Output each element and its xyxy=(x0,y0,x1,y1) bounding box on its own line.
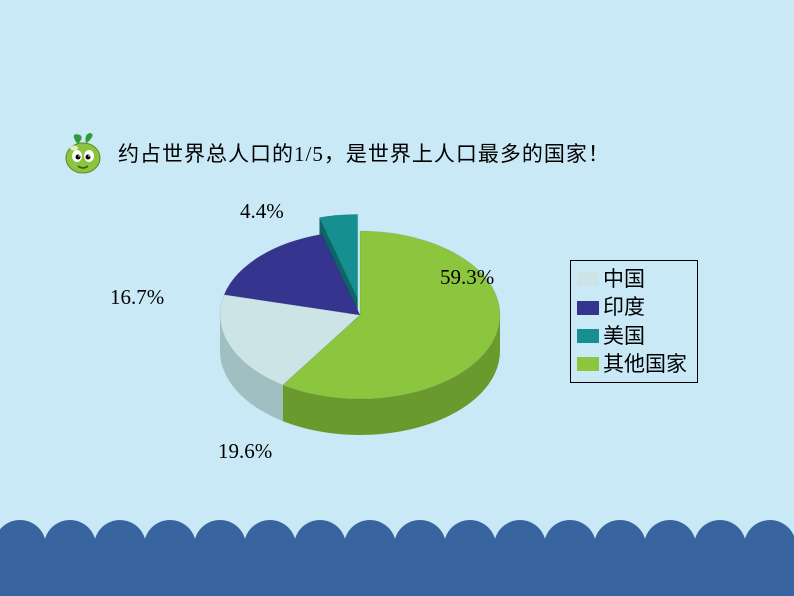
wave-scallop xyxy=(394,520,446,546)
wave-scallop xyxy=(494,520,546,546)
pie-label: 19.6% xyxy=(218,439,272,464)
legend-item: 中国 xyxy=(577,265,687,293)
wave-scallop xyxy=(0,520,46,546)
wave-scallop xyxy=(694,520,746,546)
wave-scallop xyxy=(144,520,196,546)
wave-decoration xyxy=(0,498,794,596)
wave-scallop xyxy=(294,520,346,546)
legend-label: 中国 xyxy=(603,265,645,293)
wave-scallop xyxy=(594,520,646,546)
wave-scallop xyxy=(544,520,596,546)
legend-item: 美国 xyxy=(577,322,687,350)
legend-item: 印度 xyxy=(577,293,687,321)
slide-root: 约占世界总人口的1/5，是世界上人口最多的国家！ 59.3% 19.6% 16.7%… xyxy=(0,0,794,596)
wave-scallop xyxy=(444,520,496,546)
wave-scallops xyxy=(0,498,794,546)
wave-scallop xyxy=(44,520,96,546)
slide-title: 约占世界总人口的1/5，是世界上人口最多的国家！ xyxy=(118,138,610,168)
pie-label: 16.7% xyxy=(110,285,164,310)
wave-scallop xyxy=(244,520,296,546)
pie-label: 4.4% xyxy=(240,199,284,224)
title-row: 约占世界总人口的1/5，是世界上人口最多的国家！ xyxy=(60,130,610,176)
legend-swatch xyxy=(577,357,599,371)
legend-item: 其他国家 xyxy=(577,350,687,378)
pie-label: 59.3% xyxy=(440,265,494,290)
wave-scallop xyxy=(744,520,794,546)
legend-label: 美国 xyxy=(603,322,645,350)
wave-scallop xyxy=(194,520,246,546)
legend-swatch xyxy=(577,329,599,343)
legend-swatch xyxy=(577,272,599,286)
wave-scallop xyxy=(344,520,396,546)
wave-scallop xyxy=(644,520,696,546)
legend: 中国印度美国其他国家 xyxy=(570,260,698,383)
legend-label: 其他国家 xyxy=(603,350,687,378)
wave-scallop xyxy=(94,520,146,546)
pie-chart: 59.3% 19.6% 16.7% 4.4% xyxy=(110,195,550,475)
legend-label: 印度 xyxy=(603,293,645,321)
mascot-icon xyxy=(60,130,106,176)
wave-solid xyxy=(0,546,794,596)
pie-svg xyxy=(110,195,550,475)
legend-swatch xyxy=(577,301,599,315)
